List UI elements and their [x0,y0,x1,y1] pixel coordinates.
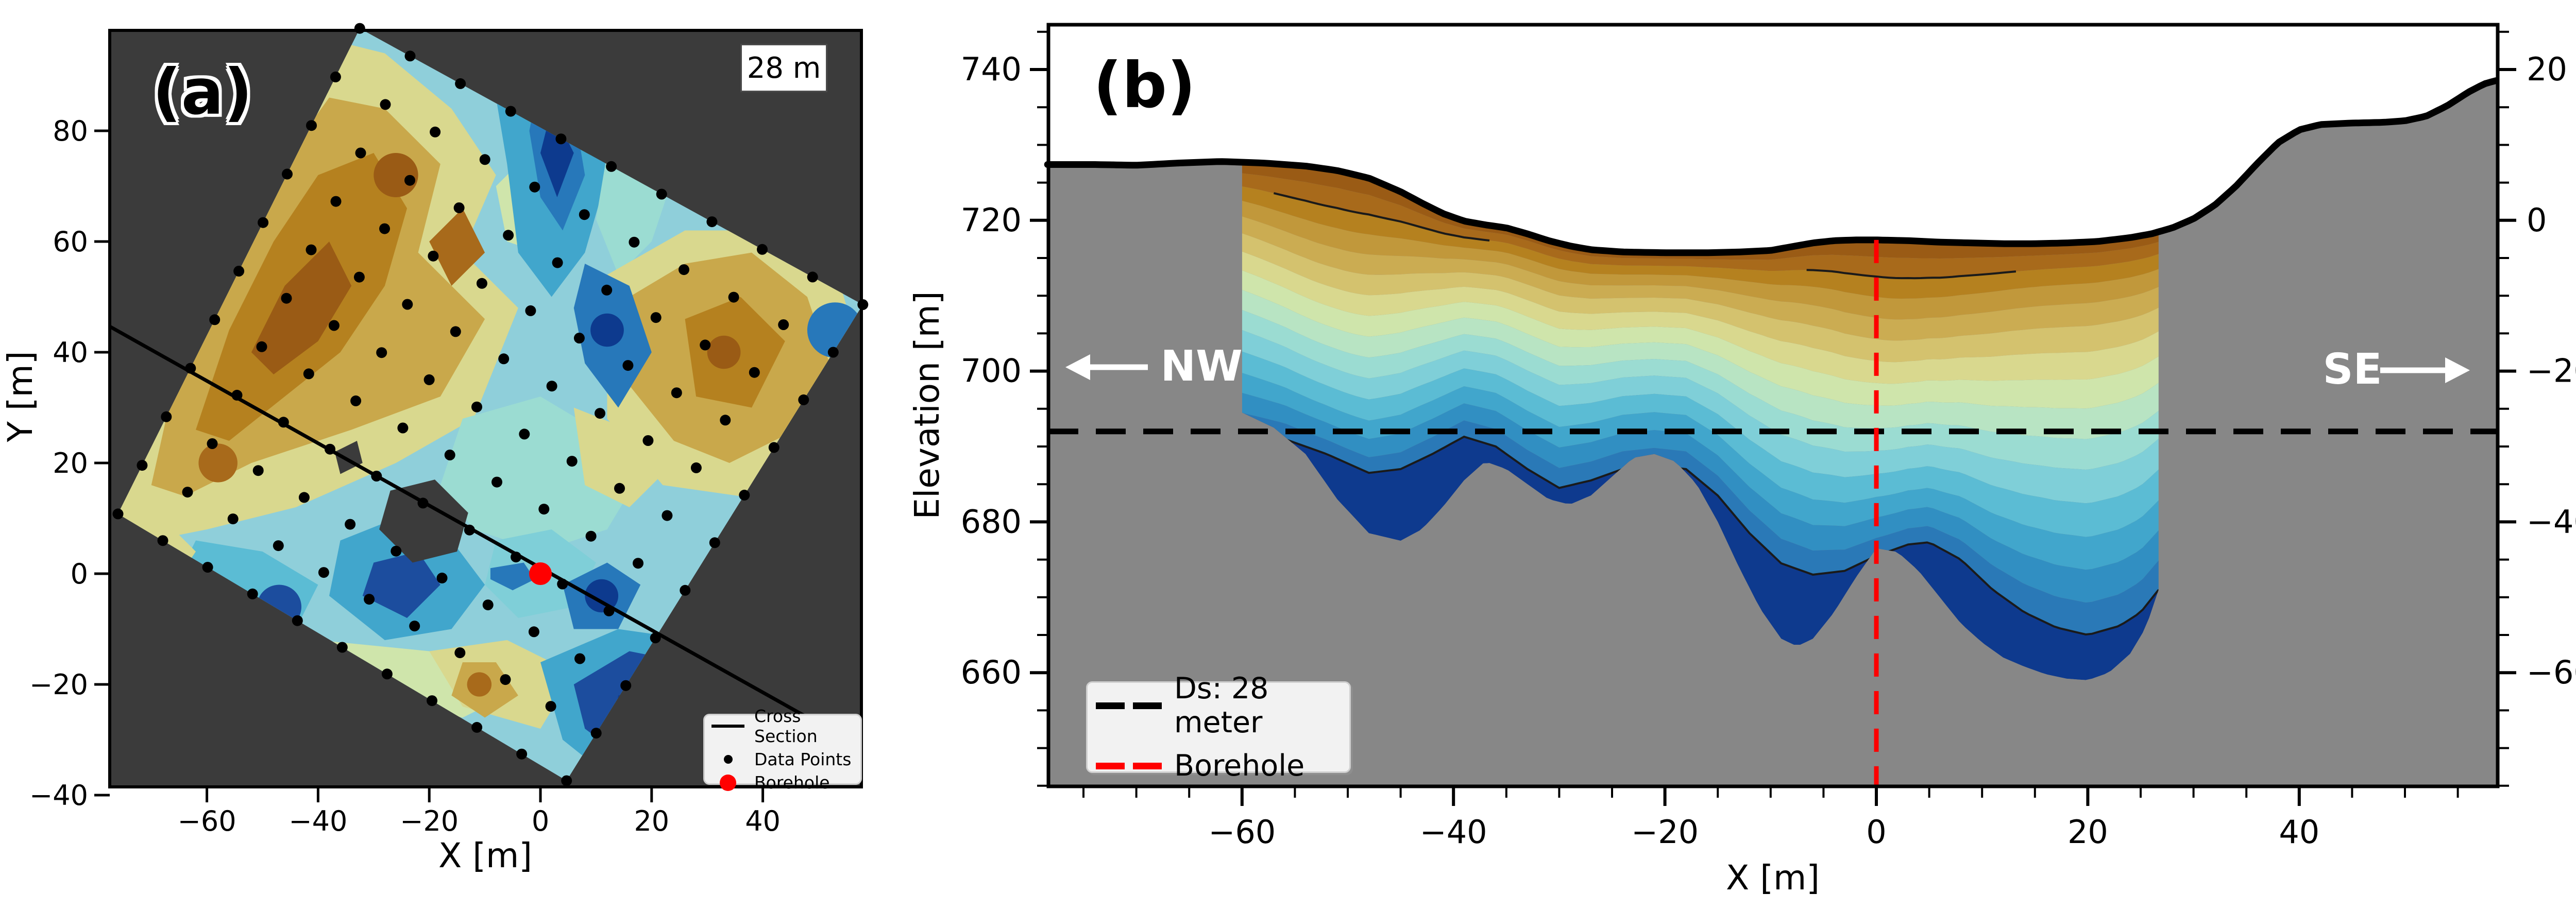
cross-section-line [109,325,862,749]
section-frame [1046,23,2500,788]
nw-direction-label: NW [1160,342,1243,391]
depth-tick-label: −40 [2527,503,2576,540]
elevation-tick-label: 660 [961,654,1022,691]
contour-blob [374,153,418,197]
data-point-dot-icon [710,755,746,764]
section-xaxis-title: X [m] [1726,858,1820,898]
contour-blob [490,562,535,591]
map-x-tick-label: −20 [400,805,459,837]
legend-label: Data Points [754,749,852,769]
borehole-dot-icon [710,774,746,791]
contour-blob [467,672,492,697]
legend-row-data-points: Data Points [710,749,855,769]
masked-hole [379,479,468,563]
section-x-tick-label: 20 [2067,813,2108,851]
depth-tick-label: −60 [2527,654,2576,691]
depth-tick-label: −20 [2527,352,2576,390]
legend-row-borehole: Borehole [1096,749,1341,783]
elevation-tick-label: 700 [961,352,1022,390]
map-x-tick-label: 40 [745,805,781,837]
elevation-axis-title: Elevation [m] [907,291,947,520]
section-x-tick-label: −40 [1420,813,1487,851]
elevation-tick-label: 740 [961,50,1022,88]
map-frame [108,29,863,788]
map-x-tick-label: 20 [634,805,669,837]
legend-label: Borehole [754,772,830,793]
map-axes-ticks: −60 −40 −20 0 20 40 80 60 40 20 0 −20 −40 [29,115,781,837]
map-y-tick-label: 60 [53,226,88,258]
borehole-marker [529,562,552,585]
topography-line [1044,77,2499,256]
depth-slice-text: 28 m [747,51,821,85]
depth-tick-label: 0 [2527,201,2547,239]
section-x-tick-label: −20 [1631,813,1699,851]
legend-label: Borehole [1174,749,1305,783]
contour-blob [590,313,624,347]
section-legend: Ds: 28 meter Borehole [1086,672,1351,783]
depth-tick-label: 20 [2527,50,2567,88]
section-x-tick-label: −60 [1208,813,1276,851]
legend-row-borehole: Borehole [710,772,855,793]
contour-blob [573,407,663,507]
map-x-tick-label: −60 [178,805,236,837]
se-arrow [2380,357,2470,383]
black-dashed-line-icon [1096,702,1162,709]
data-points-grid [112,23,869,786]
contour-blob [251,242,352,374]
se-direction-label: SE [2323,345,2382,394]
nw-arrow [1065,354,1148,380]
vs-map-field [117,28,863,781]
vs-map-panel: −60 −40 −20 0 20 40 80 60 40 20 0 −20 −40 [29,23,869,837]
contour-blob [585,579,619,613]
cross-section-line-icon [710,725,746,728]
map-y-tick-label: 20 [53,447,88,479]
map-legend: Cross Section Data Points Borehole [703,706,862,793]
cross-section-panel: −60 −40 −20 0 20 40 740 720 700 680 660 20 0 −20 −40 −6… [961,23,2576,851]
map-x-tick-label: −40 [289,805,347,837]
map-y-tick-label: 40 [53,336,88,369]
panel-a-label: (a) [152,56,252,129]
map-yaxis-title: Y [m] [1,351,40,442]
elevation-tick-label: 680 [961,503,1022,540]
section-axes-ticks: −60 −40 −20 0 20 40 740 720 700 680 660 20 0 −20 −40 −6… [961,30,2576,851]
map-xaxis-title: X [m] [438,836,532,875]
contour-blob [362,552,440,618]
legend-label: Ds: 28 meter [1174,672,1269,740]
contour-blob [707,335,741,369]
section-x-tick-label: 40 [2279,813,2319,851]
map-y-tick-label: 0 [71,558,88,590]
map-y-tick-label: −40 [29,779,88,812]
map-x-tick-label: 0 [532,805,549,837]
map-y-tick-label: −20 [29,668,88,701]
legend-row-cross-section: Cross Section [710,706,855,746]
map-y-tick-label: 80 [53,115,88,147]
legend-row-ds: Ds: 28 meter [1096,672,1341,740]
contour-blob [198,443,238,483]
elevation-tick-label: 720 [961,201,1022,239]
legend-label: Cross Section [754,706,818,746]
depth-slice-tag: 28 m [740,44,827,92]
red-dashed-line-icon [1096,762,1162,769]
panel-b-label: (b) [1093,49,1196,122]
section-x-tick-label: 0 [1866,813,1886,851]
